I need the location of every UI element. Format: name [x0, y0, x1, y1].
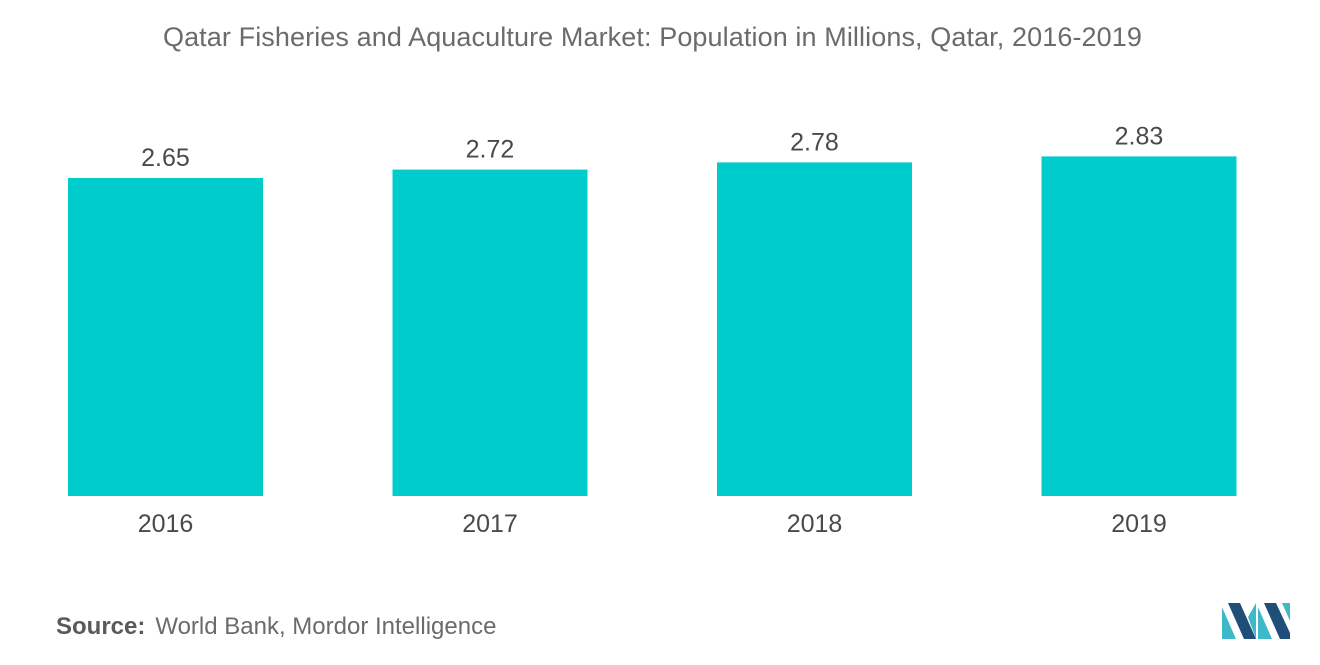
- bar-2017: [392, 169, 588, 496]
- data-label-2019: 2.83: [1115, 122, 1164, 150]
- source-text: World Bank, Mordor Intelligence: [155, 613, 497, 640]
- x-tick-label-2019: 2019: [1111, 510, 1167, 538]
- mordor-intelligence-logo: [1222, 603, 1290, 639]
- source-note: Source: World Bank, Mordor Intelligence: [56, 613, 496, 641]
- x-tick-label-2018: 2018: [787, 510, 843, 538]
- data-label-2017: 2.72: [466, 136, 515, 164]
- bar-2019: [1041, 156, 1237, 496]
- data-label-2016: 2.65: [141, 144, 190, 172]
- bar-2018: [717, 162, 912, 496]
- x-tick-label-2017: 2017: [462, 510, 518, 538]
- source-label: Source:: [56, 613, 146, 640]
- data-label-2018: 2.78: [790, 128, 839, 156]
- chart-title: Qatar Fisheries and Aquaculture Market: …: [162, 22, 1143, 52]
- bar-2016: [68, 178, 263, 496]
- x-tick-label-2016: 2016: [138, 510, 194, 538]
